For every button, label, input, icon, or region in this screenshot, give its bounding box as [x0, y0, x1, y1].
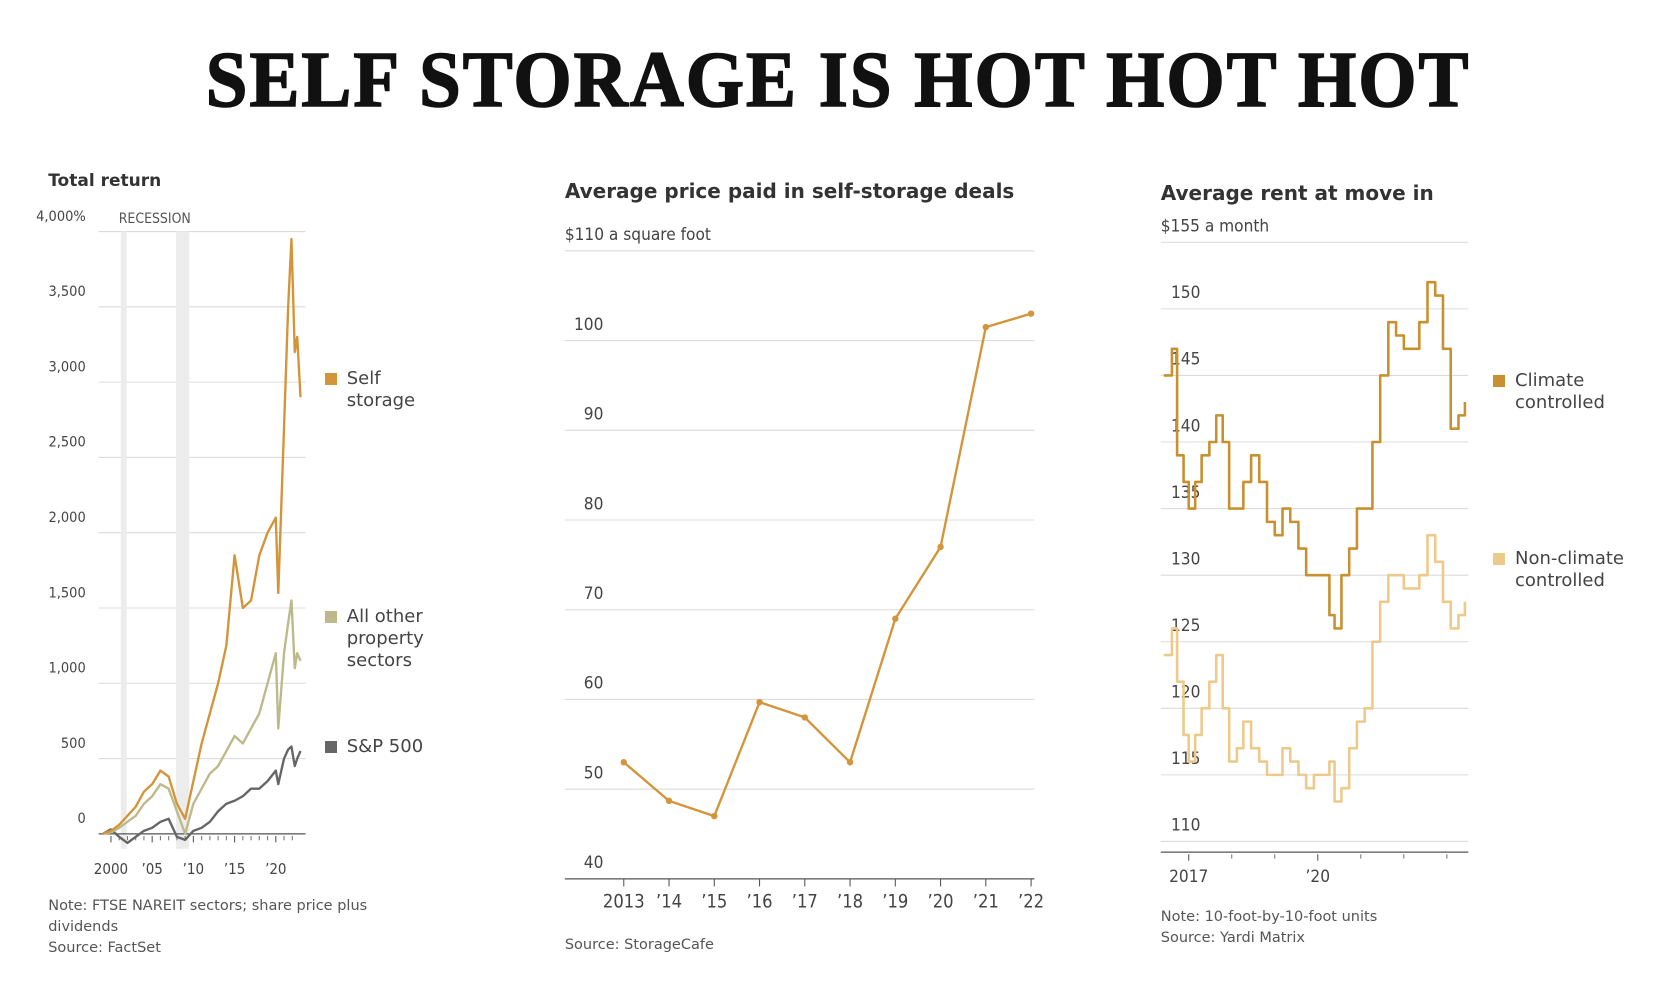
chart-title: Total return — [48, 171, 162, 192]
y-tick-label: 0 — [77, 811, 85, 827]
y-tick-label: 50 — [584, 763, 604, 783]
y-tick-label: 100 — [574, 315, 603, 335]
y-tick-label: 3,500 — [49, 284, 86, 300]
page-title: SELF STORAGE IS HOT HOT HOT — [206, 36, 1471, 124]
y-tick-label: 1,500 — [49, 585, 86, 601]
series-line — [102, 745, 302, 845]
chart-title: Average price paid in self-storage deals — [564, 178, 1015, 203]
x-tick-label: ’22 — [1018, 891, 1044, 912]
y-tick-label: 130 — [1171, 549, 1200, 569]
point — [1027, 310, 1035, 317]
series-line — [1163, 280, 1467, 630]
note: Source: StorageCafe — [564, 936, 714, 953]
y-tick-label: 120 — [1171, 683, 1200, 703]
y-tick-label: $155 a month — [1161, 217, 1269, 237]
legend-label: Climate controlled — [1515, 369, 1605, 413]
x-tick-label: ’15 — [701, 891, 727, 912]
point — [801, 714, 809, 721]
x-tick-label: ’15 — [224, 860, 245, 878]
legend-label: Non-climate controlled — [1515, 547, 1624, 591]
y-tick-label: 140 — [1171, 416, 1200, 436]
x-tick-label: ’18 — [837, 891, 863, 912]
point — [982, 323, 990, 331]
y-tick-label: 3,000 — [49, 359, 86, 375]
annotation: RECESSION — [119, 211, 191, 227]
y-tick-label: 125 — [1171, 616, 1200, 636]
x-tick-label: 2013 — [603, 891, 645, 912]
y-tick-label: 40 — [584, 853, 604, 873]
x-tick-label: ’20 — [1306, 867, 1331, 887]
y-tick-label: $110 a square foot — [565, 225, 711, 245]
notes: Note: FTSE NAREIT sectors; share price p… — [48, 896, 391, 959]
legend-item: S&P 500 — [324, 736, 432, 758]
x-tick-label: ’16 — [747, 891, 773, 912]
series-line — [102, 237, 302, 835]
x-tick-label: ’05 — [141, 860, 162, 878]
legend-swatch — [324, 741, 337, 754]
y-tick-label: 90 — [584, 405, 604, 425]
series-line — [1163, 533, 1467, 803]
legend-swatch — [324, 372, 337, 385]
legend-swatch — [324, 610, 337, 623]
y-tick-label: 1,000 — [49, 661, 86, 677]
y-tick-label: 145 — [1171, 350, 1200, 370]
y-tick-label: 115 — [1171, 749, 1200, 769]
y-tick-label: 110 — [1171, 816, 1200, 836]
x-tick-label: ’19 — [882, 891, 908, 912]
y-tick-label: 135 — [1171, 483, 1200, 503]
y-tick-label: 80 — [584, 494, 604, 514]
y-tick-label: 60 — [584, 674, 604, 694]
x-tick-label: ’21 — [973, 891, 999, 912]
point — [620, 759, 627, 766]
x-tick-label: ’20 — [928, 891, 954, 912]
legend-swatch — [1493, 374, 1505, 387]
x-tick-label: 2017 — [1169, 867, 1208, 887]
legend-item: Non-climate controlled — [1493, 548, 1632, 592]
notes: Note: 10-foot-by-10-foot units Source: Ya… — [1161, 907, 1504, 949]
y-tick-label: 2,500 — [49, 435, 86, 451]
note: Source: FactSet — [48, 940, 161, 957]
point — [756, 698, 763, 706]
notes: Source: StorageCafe — [565, 935, 887, 956]
y-tick-label: 150 — [1171, 283, 1200, 303]
series-line — [102, 599, 302, 836]
note: Note: FTSE NAREIT sectors; share price p… — [48, 898, 368, 936]
recession-band — [176, 231, 190, 849]
note: Source: Yardi Matrix — [1160, 929, 1305, 946]
x-tick-label: ’20 — [265, 860, 286, 878]
legend-swatch — [1493, 552, 1505, 565]
legend-item: Climate controlled — [1493, 370, 1632, 414]
x-tick-label: ’14 — [656, 891, 682, 912]
point — [846, 759, 854, 766]
point — [937, 543, 944, 551]
legend-item: Self storage — [324, 367, 432, 412]
note: Note: 10-foot-by-10-foot units — [1160, 908, 1378, 925]
legend-label: Self storage — [346, 367, 416, 411]
y-tick-label: 70 — [584, 584, 604, 604]
series-line — [623, 312, 1032, 818]
legend-label: S&P 500 — [346, 736, 424, 758]
recession-band — [120, 231, 127, 849]
y-tick-label: 2,000 — [49, 510, 86, 526]
y-tick-label: 500 — [61, 736, 86, 752]
x-tick-label: ’10 — [183, 860, 204, 878]
point — [665, 797, 673, 805]
legend-item: All other property sectors — [324, 605, 432, 672]
chart-title: Average rent at move in — [1160, 181, 1434, 206]
x-tick-label: 2000 — [94, 860, 128, 878]
legend-label: All other property sectors — [346, 605, 424, 671]
x-tick-label: ’17 — [792, 891, 818, 912]
point — [892, 615, 899, 622]
point — [711, 812, 718, 820]
y-tick-label: 4,000% — [36, 209, 86, 225]
